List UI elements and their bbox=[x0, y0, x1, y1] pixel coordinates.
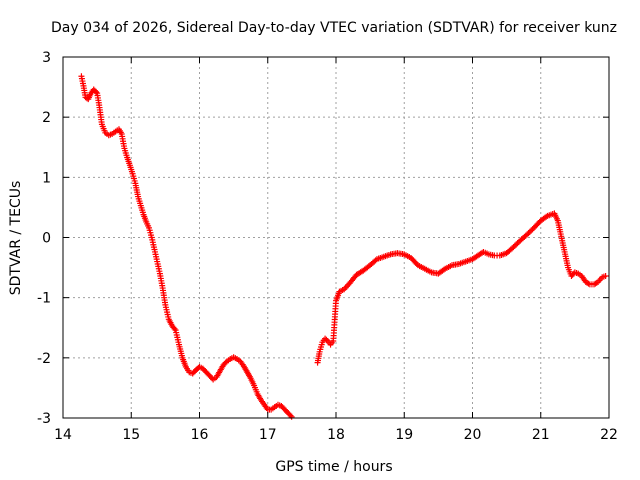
data-point bbox=[372, 257, 379, 264]
data-point bbox=[514, 240, 521, 247]
data-point bbox=[525, 230, 532, 237]
x-tick-label: 18 bbox=[327, 427, 345, 443]
data-point bbox=[513, 241, 520, 248]
x-tick-label: 15 bbox=[122, 427, 140, 443]
data-point bbox=[602, 273, 609, 280]
data-series bbox=[78, 73, 609, 420]
x-tick-label: 19 bbox=[395, 427, 413, 443]
y-tick-label: 0 bbox=[42, 231, 51, 247]
y-tick-label: 1 bbox=[42, 170, 51, 186]
data-point bbox=[511, 242, 518, 249]
x-tick-label: 20 bbox=[464, 427, 482, 443]
axes: 14 15 16 17 18 19 20 21 22 -3 -2 -1 0 1 2 3 bbox=[37, 50, 618, 443]
y-tick-label: 3 bbox=[42, 50, 51, 66]
data-point bbox=[524, 231, 531, 238]
y-tick-label: 2 bbox=[42, 110, 51, 126]
chart-title: Day 034 of 2026, Sidereal Day-to-day VTE… bbox=[51, 20, 617, 36]
data-point bbox=[528, 227, 535, 234]
y-axis-label: SDTVAR / TECUs bbox=[8, 181, 24, 296]
x-tick-label: 16 bbox=[191, 427, 209, 443]
x-tick-label: 14 bbox=[54, 427, 72, 443]
y-tick-label: -3 bbox=[37, 411, 51, 427]
data-point bbox=[92, 88, 99, 95]
y-tick-label: -1 bbox=[37, 291, 51, 307]
data-point bbox=[543, 213, 550, 220]
x-axis-label: GPS time / hours bbox=[275, 459, 392, 475]
x-tick-label: 21 bbox=[532, 427, 550, 443]
data-point bbox=[510, 244, 517, 251]
x-tick-label: 22 bbox=[600, 427, 618, 443]
data-point bbox=[323, 336, 330, 343]
data-point bbox=[440, 266, 447, 273]
data-point bbox=[585, 280, 592, 287]
x-tick-label: 17 bbox=[259, 427, 277, 443]
data-point bbox=[288, 413, 295, 420]
y-tick-label: -2 bbox=[37, 351, 51, 367]
data-point bbox=[526, 228, 533, 235]
